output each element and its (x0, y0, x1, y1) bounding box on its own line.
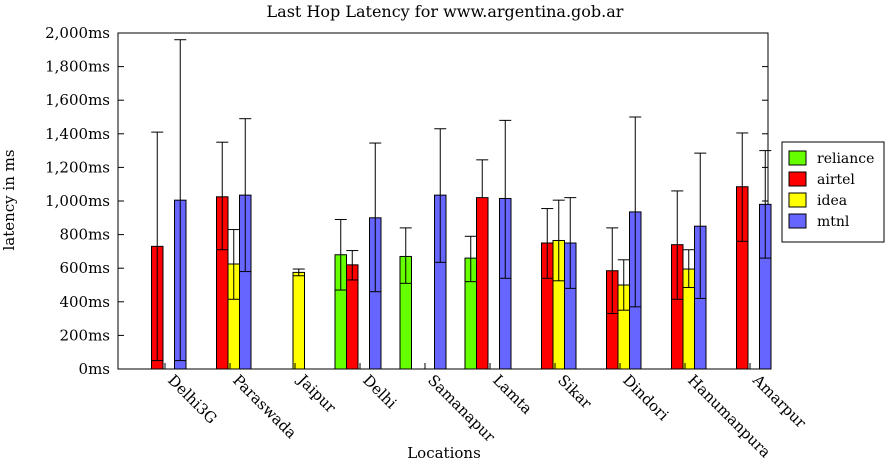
y-tick-label: 2,000ms (45, 24, 110, 42)
x-tick-label: Amarpur (748, 370, 810, 432)
y-tick-label: 0ms (79, 360, 110, 378)
legend-swatch-idea (788, 192, 807, 208)
y-tick-label: 400ms (59, 293, 110, 311)
x-axis-label: Locations (407, 444, 481, 462)
bars (151, 186, 772, 370)
chart-title: Last Hop Latency for www.argentina.gob.a… (267, 2, 624, 21)
x-tick-label: Jaipur (293, 370, 340, 417)
x-tick-label: Delhi3G (164, 371, 220, 427)
x-tick-label: Lamta (489, 371, 536, 418)
y-tick-label: 1,800ms (45, 58, 110, 76)
y-tick-label: 1,600ms (45, 91, 110, 109)
x-tick-label: Dindori (619, 371, 672, 424)
legend-label-reliance: reliance (817, 151, 874, 167)
error-bars (151, 39, 772, 362)
legend-swatch-airtel (788, 171, 807, 187)
x-tick-label: Paraswada (229, 371, 300, 442)
y-axis-label: latency in ms (0, 149, 18, 250)
y-axis: 0ms 200ms 400ms 600ms 800ms 1,000ms 1,200ms 1,4… (45, 24, 768, 378)
y-tick-label: 1,000ms (45, 192, 110, 210)
x-tick-label: Samanapur (424, 371, 499, 446)
legend-label-mtnl: mtnl (817, 214, 850, 230)
bar-airtel (476, 197, 489, 370)
x-tick-label: Sikar (554, 371, 596, 413)
y-tick-label: 1,400ms (45, 125, 110, 143)
legend-label-idea: idea (817, 193, 847, 209)
y-tick-label: 800ms (59, 226, 110, 244)
x-tick-label: Delhi (359, 371, 400, 412)
bar-idea (292, 271, 305, 370)
legend-label-airtel: airtel (817, 172, 855, 188)
y-tick-label: 600ms (59, 259, 110, 277)
legend-swatch-reliance (788, 150, 807, 166)
y-tick-label: 200ms (59, 326, 110, 344)
legend-swatch-mtnl (788, 213, 807, 229)
legend: reliance airtel idea mtnl (781, 141, 885, 243)
bar-airtel (346, 264, 359, 370)
y-tick-label: 1,200ms (45, 158, 110, 176)
